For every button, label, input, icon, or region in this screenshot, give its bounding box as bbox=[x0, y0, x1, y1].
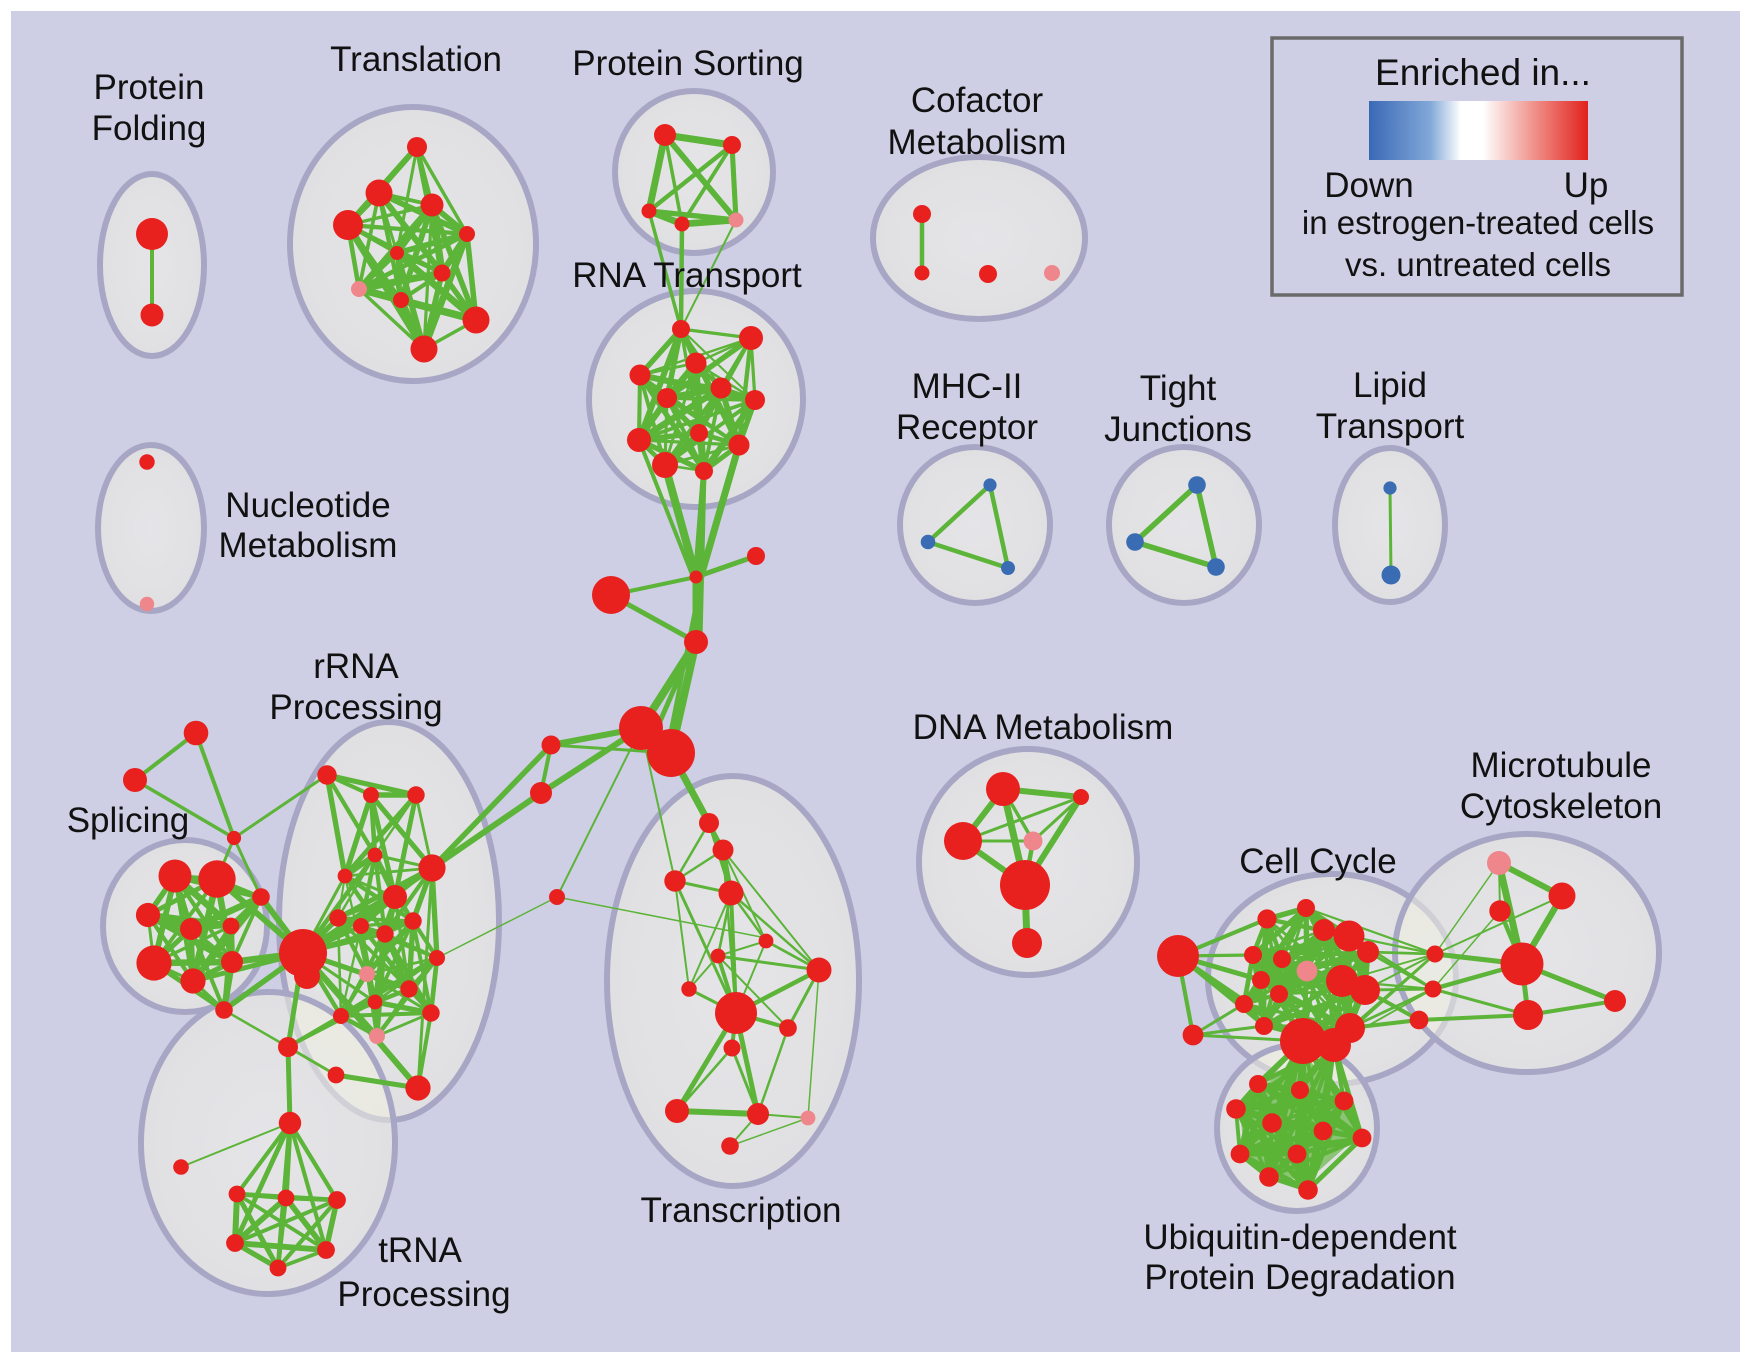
svg-text:Cofactor: Cofactor bbox=[911, 81, 1044, 120]
svg-text:Protein: Protein bbox=[94, 68, 205, 107]
svg-text:Cytoskeleton: Cytoskeleton bbox=[1460, 787, 1662, 826]
svg-text:Translation: Translation bbox=[330, 40, 502, 79]
svg-text:Microtubule: Microtubule bbox=[1471, 746, 1652, 785]
svg-text:tRNA: tRNA bbox=[378, 1231, 462, 1270]
svg-text:Tight: Tight bbox=[1140, 369, 1217, 408]
svg-text:Receptor: Receptor bbox=[896, 408, 1038, 447]
svg-text:Nucleotide: Nucleotide bbox=[225, 486, 390, 525]
svg-text:Cell Cycle: Cell Cycle bbox=[1239, 842, 1397, 881]
svg-text:DNA Metabolism: DNA Metabolism bbox=[913, 708, 1174, 747]
svg-text:Metabolism: Metabolism bbox=[219, 526, 398, 565]
svg-text:rRNA: rRNA bbox=[313, 647, 399, 686]
svg-text:Splicing: Splicing bbox=[67, 801, 190, 840]
svg-text:Metabolism: Metabolism bbox=[888, 123, 1067, 162]
svg-text:Transcription: Transcription bbox=[641, 1191, 842, 1230]
svg-text:Folding: Folding bbox=[92, 109, 207, 148]
svg-text:Protein Degradation: Protein Degradation bbox=[1144, 1258, 1455, 1297]
svg-text:Lipid: Lipid bbox=[1353, 366, 1427, 405]
svg-text:MHC-II: MHC-II bbox=[912, 367, 1023, 406]
svg-text:Up: Up bbox=[1564, 166, 1609, 205]
svg-text:Down: Down bbox=[1324, 166, 1413, 205]
svg-text:RNA Transport: RNA Transport bbox=[572, 256, 802, 295]
svg-text:Processing: Processing bbox=[337, 1275, 510, 1314]
svg-text:Enriched in...: Enriched in... bbox=[1375, 52, 1591, 93]
svg-text:Ubiquitin-dependent: Ubiquitin-dependent bbox=[1143, 1218, 1457, 1257]
svg-text:in estrogen-treated cells: in estrogen-treated cells bbox=[1302, 204, 1654, 241]
svg-text:Transport: Transport bbox=[1316, 407, 1465, 446]
svg-text:Junctions: Junctions bbox=[1104, 410, 1252, 449]
svg-text:Protein Sorting: Protein Sorting bbox=[572, 44, 804, 83]
svg-text:vs. untreated cells: vs. untreated cells bbox=[1345, 246, 1611, 283]
svg-text:Processing: Processing bbox=[269, 688, 442, 727]
